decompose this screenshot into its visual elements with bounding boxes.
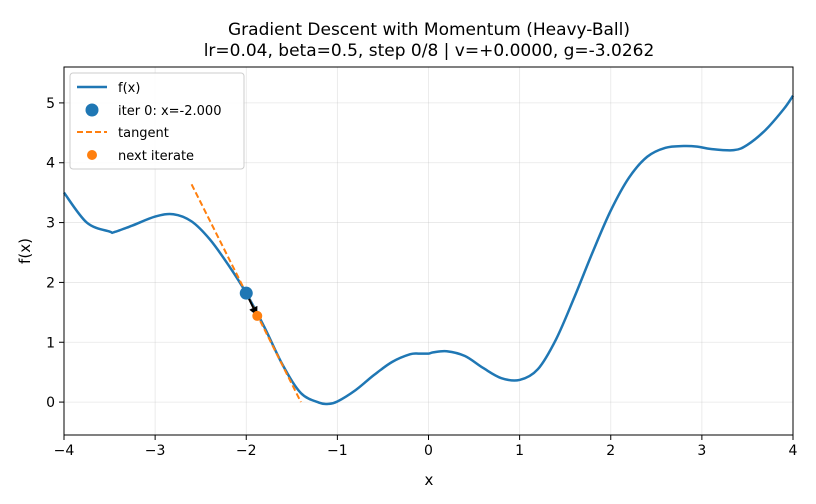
- x-tick-label: 0: [424, 443, 433, 459]
- y-tick-label: 0: [46, 395, 55, 411]
- plot-area: [62, 95, 795, 406]
- y-axis-label: f(x): [16, 238, 34, 264]
- legend-swatch-iter: [85, 103, 99, 117]
- x-tick-label: 1: [515, 443, 524, 459]
- legend: f(x) iter 0: x=-2.000 tangent next itera…: [69, 72, 245, 170]
- y-tick-label: 4: [46, 156, 55, 172]
- next-iterate-point: [252, 310, 263, 321]
- current-iterate-point: [239, 286, 253, 300]
- x-tick-label: −4: [54, 443, 75, 459]
- series-fx-line: [62, 95, 795, 406]
- chart-subtitle: lr=0.04, beta=0.5, step 0/8 | v=+0.0000,…: [204, 41, 655, 61]
- y-tick-label: 2: [46, 275, 55, 291]
- legend-label-next: next iterate: [118, 149, 194, 164]
- legend-box: [69, 72, 245, 170]
- x-axis-ticks: −4 −3 −2 −1 0 1 2 3 4: [54, 435, 798, 459]
- y-axis-ticks: 0 1 2 3 4 5: [46, 96, 64, 411]
- legend-label-iter: iter 0: x=-2.000: [118, 104, 221, 119]
- x-tick-label: −1: [327, 443, 348, 459]
- x-tick-label: −2: [236, 443, 257, 459]
- y-tick-label: 5: [46, 96, 55, 112]
- legend-swatch-next: [87, 150, 97, 160]
- y-tick-label: 1: [46, 335, 55, 351]
- x-tick-label: 2: [606, 443, 615, 459]
- x-tick-label: 4: [789, 443, 798, 459]
- chart-title: Gradient Descent with Momentum (Heavy-Ba…: [228, 20, 630, 40]
- x-axis-label: x: [425, 471, 434, 489]
- y-tick-label: 3: [46, 216, 55, 232]
- x-tick-label: −3: [145, 443, 166, 459]
- legend-label-tangent: tangent: [118, 126, 169, 141]
- x-tick-label: 3: [697, 443, 706, 459]
- legend-label-fx: f(x): [118, 81, 140, 96]
